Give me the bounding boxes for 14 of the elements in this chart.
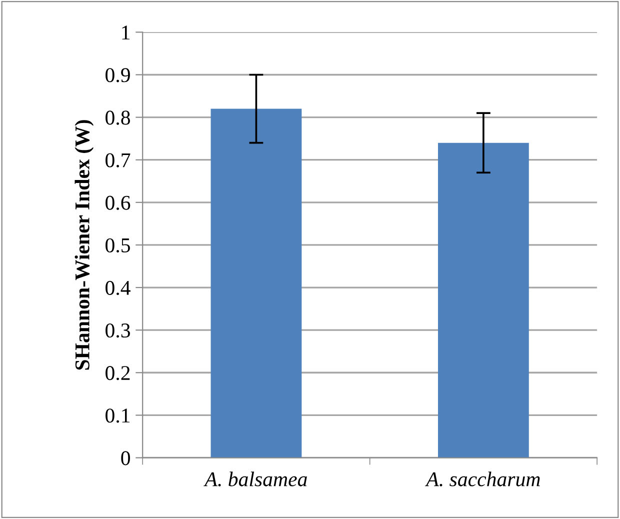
y-tick-label: 0.2 — [106, 366, 130, 380]
y-tick-label: 0.5 — [106, 238, 130, 252]
y-tick-label: 0.4 — [106, 280, 130, 296]
y-tick-label: 0.1 — [106, 408, 130, 423]
x-tick-label: A. balsamea — [204, 472, 307, 486]
y-tick-label: 0.7 — [106, 153, 130, 168]
y-tick-label: 0.8 — [106, 110, 130, 125]
y-tick-label: 1 — [122, 26, 130, 40]
y-tick-label: 0.3 — [106, 323, 130, 338]
y-axis-title: SHannon-Wiener Index (W) — [74, 120, 94, 370]
y-tick-label: 0 — [121, 451, 130, 466]
y-tick-label: 0.6 — [106, 196, 130, 210]
x-tick-label: A. saccharum — [425, 472, 540, 486]
y-tick-label: 0.9 — [106, 68, 130, 82]
